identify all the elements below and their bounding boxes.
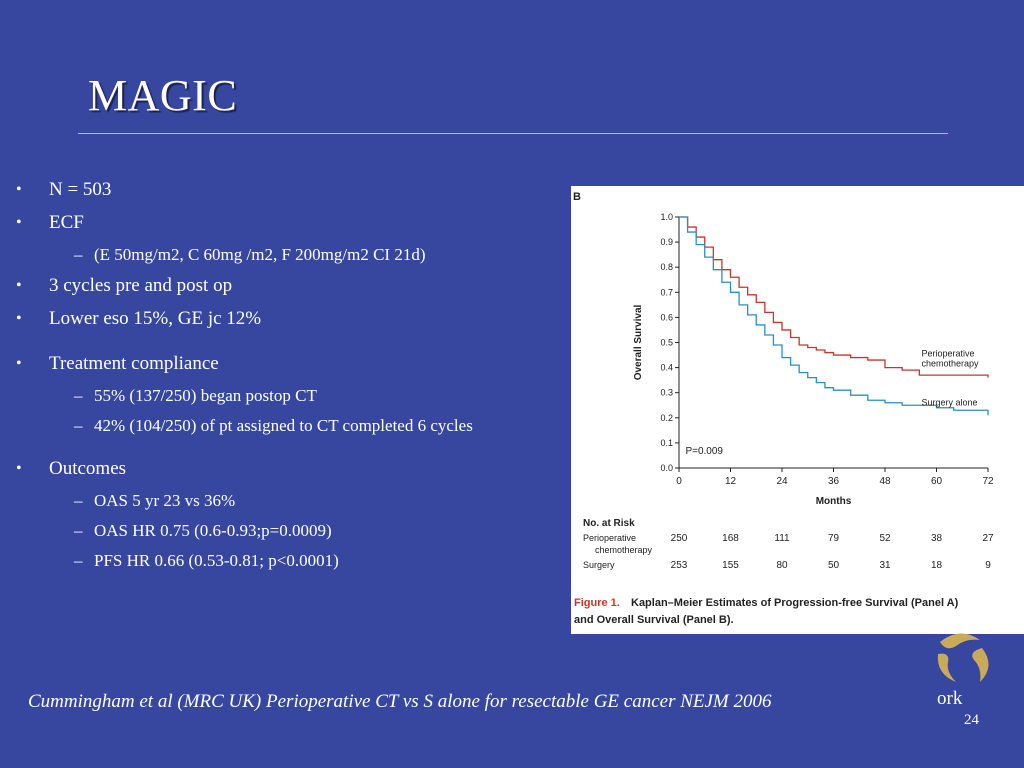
x-axis-label: Months	[816, 496, 852, 507]
bullet-item: 3 cycles pre and post op	[14, 274, 554, 298]
x-tick-label: 48	[879, 476, 891, 487]
risk-cell: 111	[774, 533, 790, 544]
panel-label: B	[573, 191, 581, 203]
survival-curve-surgery	[679, 216, 989, 416]
sub-bullet-item: 42% (104/250) of pt assigned to CT compl…	[14, 415, 554, 436]
bullet-item: N = 503	[14, 178, 554, 202]
spacer	[14, 445, 554, 457]
x-tick-label: 24	[776, 476, 788, 487]
sub-bullet-item: (E 50mg/m2, C 60mg /m2, F 200mg/m2 CI 21…	[14, 244, 554, 265]
risk-row-sublabel: chemotherapy	[595, 545, 653, 555]
y-tick-label: 0.8	[660, 262, 673, 272]
risk-cell: 168	[722, 533, 739, 544]
institution-logo-icon	[937, 633, 989, 682]
caption-text: Kaplan–Meier Estimates of Progression-fr…	[631, 597, 959, 609]
risk-cell: 250	[671, 533, 688, 544]
risk-cell: 79	[828, 533, 840, 544]
title-divider	[78, 133, 948, 134]
y-tick-label: 0.4	[660, 363, 673, 373]
risk-cell: 38	[931, 533, 943, 544]
bullet-item: ECF	[14, 211, 554, 235]
bullet-item: Treatment compliance	[14, 352, 554, 376]
risk-cell: 80	[776, 560, 788, 571]
y-tick-label: 0.7	[660, 287, 673, 297]
risk-cell: 253	[671, 560, 688, 571]
x-tick-label: 36	[828, 476, 840, 487]
x-tick-label: 0	[676, 476, 682, 487]
series-label-perioperative-2: chemotherapy	[921, 358, 979, 368]
y-tick-label: 0.2	[660, 413, 673, 423]
bullet-item: Outcomes	[14, 457, 554, 481]
sub-bullet-item: OAS HR 0.75 (0.6-0.93;p=0.0009)	[14, 520, 554, 541]
page-number: 24	[964, 712, 979, 728]
risk-row-label: Surgery	[583, 560, 615, 570]
kaplan-meier-figure: B 0.0 0.1 0.2 0.3 0.4 0.5 0.6 0.7 0.8 0.9 1.0 0 12 24…	[571, 186, 1024, 634]
spacer	[14, 340, 554, 352]
sub-bullet-item: 55% (137/250) began postop CT	[14, 385, 554, 406]
bullet-item: Lower eso 15%, GE jc 12%	[14, 307, 554, 331]
p-value-annotation: P=0.009	[685, 446, 723, 457]
y-tick-label: 0.9	[660, 237, 673, 247]
sub-bullet-item: OAS 5 yr 23 vs 36%	[14, 490, 554, 511]
risk-row-label: Perioperative	[583, 533, 636, 543]
risk-cell: 27	[982, 533, 994, 544]
y-axis-label: Overall Survival	[633, 304, 644, 380]
x-tick-label: 60	[931, 476, 943, 487]
survival-chart: B 0.0 0.1 0.2 0.3 0.4 0.5 0.6 0.7 0.8 0.9 1.0 0 12 24…	[573, 191, 994, 626]
y-tick-label: 0.0	[660, 463, 673, 473]
y-tick-label: 0.3	[660, 388, 673, 398]
slide-title: MAGIC	[88, 71, 238, 120]
risk-cell: 18	[931, 560, 943, 571]
risk-cell: 9	[985, 560, 991, 571]
risk-table-header: No. at Risk	[583, 518, 635, 529]
x-tick-label: 72	[982, 476, 994, 487]
risk-cell: 155	[722, 560, 739, 571]
caption-text-2: and Overall Survival (Panel B).	[574, 614, 734, 626]
risk-cell: 52	[879, 533, 891, 544]
series-label-perioperative: Perioperative	[921, 348, 974, 358]
y-tick-label: 0.5	[660, 338, 673, 348]
risk-cell: 50	[828, 560, 840, 571]
footer-fragment: ork	[937, 688, 963, 709]
series-label-surgery: Surgery alone	[921, 397, 977, 407]
y-tick-label: 0.1	[660, 438, 673, 448]
survival-curve-perioperative	[679, 216, 989, 378]
risk-cell: 31	[879, 560, 891, 571]
y-tick-label: 0.6	[660, 312, 673, 322]
sub-bullet-item: PFS HR 0.66 (0.53-0.81; p<0.0001)	[14, 550, 554, 571]
caption-label: Figure 1.	[574, 597, 620, 609]
y-tick-label: 1.0	[660, 212, 673, 222]
x-tick-label: 12	[725, 476, 737, 487]
bullet-list: N = 503 ECF (E 50mg/m2, C 60mg /m2, F 200m…	[14, 178, 554, 580]
citation: Cummingham et al (MRC UK) Perioperative …	[28, 691, 772, 712]
